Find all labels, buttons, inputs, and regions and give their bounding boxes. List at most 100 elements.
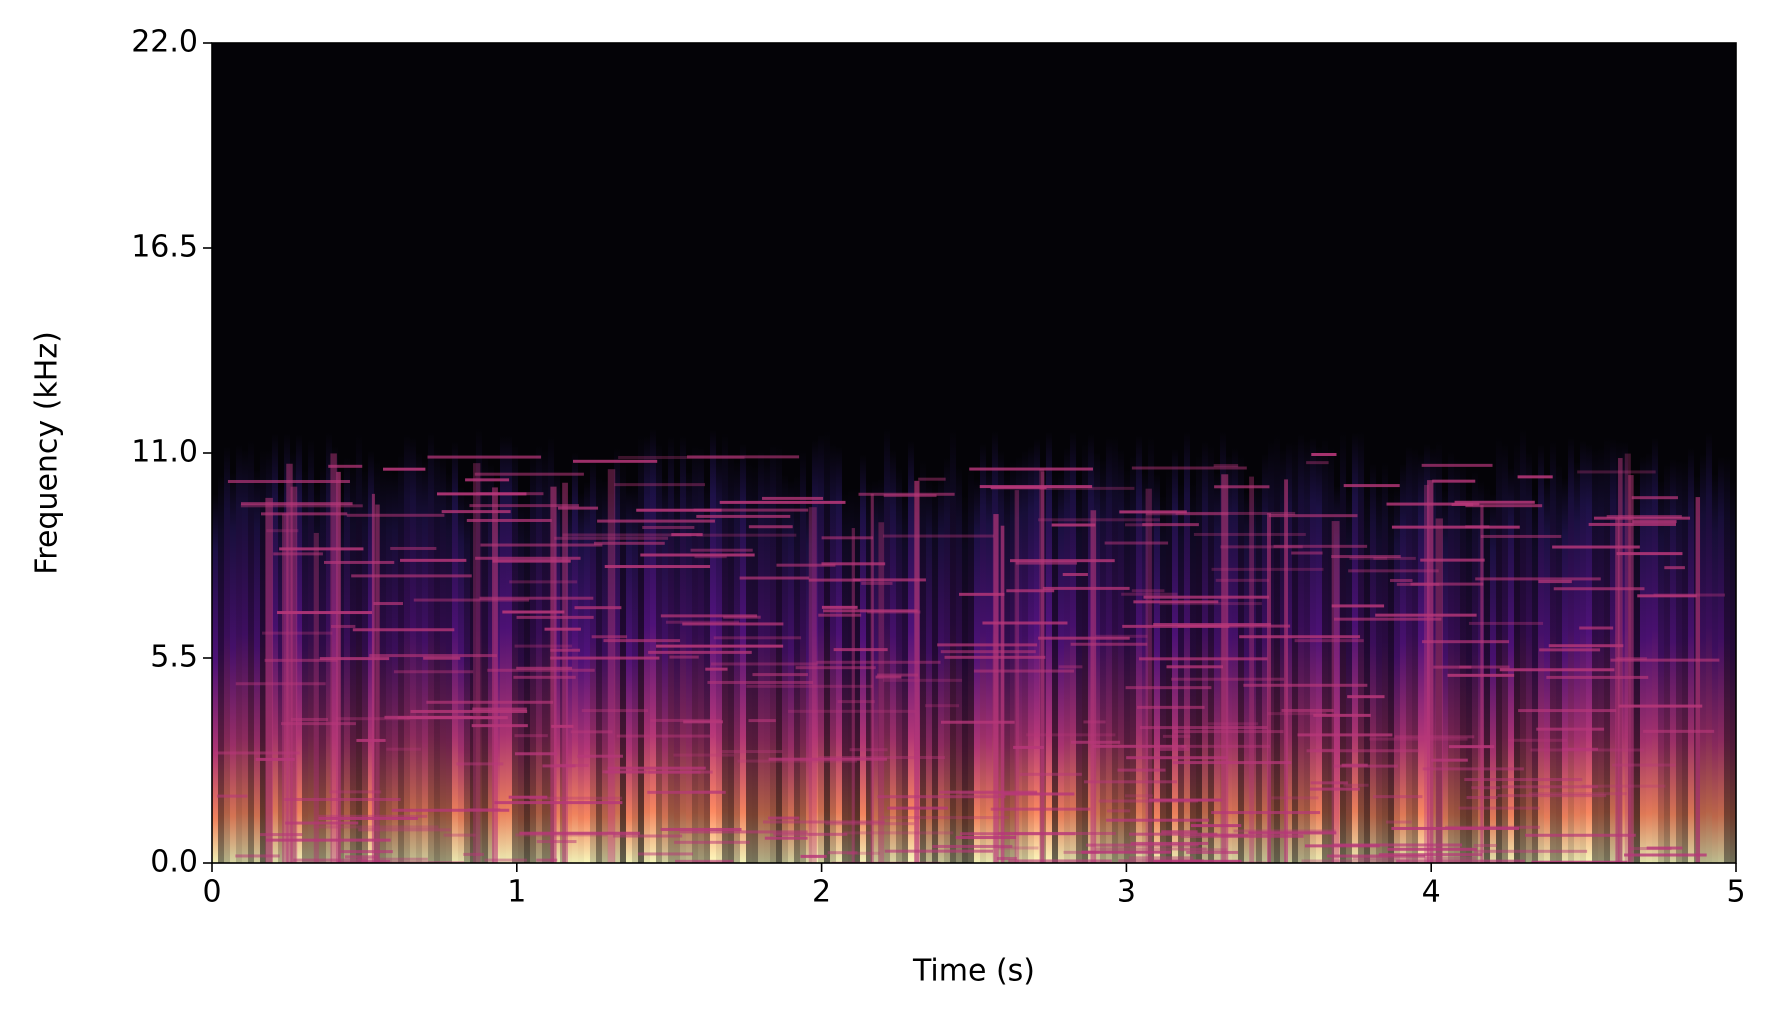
harmonic — [318, 816, 418, 820]
harmonic — [487, 668, 595, 672]
harmonic — [1421, 463, 1493, 467]
harmonic — [1172, 761, 1292, 765]
onset — [1618, 458, 1623, 863]
harmonic — [1448, 745, 1495, 749]
harmonic — [1333, 764, 1398, 768]
spectrogram-column — [332, 446, 338, 863]
harmonic — [1085, 843, 1199, 847]
harmonic — [1528, 792, 1627, 796]
spectrogram-column — [920, 460, 926, 863]
spectrogram-column — [1598, 447, 1604, 863]
harmonic — [1391, 525, 1520, 529]
harmonic — [577, 754, 623, 758]
harmonic — [795, 666, 876, 670]
harmonic — [1281, 708, 1334, 712]
harmonic — [550, 656, 660, 660]
harmonic — [255, 757, 295, 761]
harmonic — [514, 644, 573, 648]
harmonic — [217, 794, 248, 798]
harmonic — [825, 822, 915, 826]
harmonic — [837, 700, 875, 704]
spectrogram-column — [1634, 481, 1640, 863]
spectrogram-column — [296, 434, 302, 863]
harmonic — [1309, 787, 1360, 791]
onset — [290, 486, 298, 863]
spectrogram-column — [1580, 440, 1586, 863]
harmonic — [696, 514, 791, 518]
harmonic — [973, 669, 1075, 673]
spectrogram-column — [458, 486, 464, 863]
harmonic — [1396, 859, 1525, 863]
spectrogram-column — [1370, 463, 1376, 863]
onset — [1000, 525, 1005, 863]
harmonic — [883, 494, 937, 498]
spectrogram-column — [1460, 461, 1466, 863]
harmonic — [1143, 595, 1270, 599]
harmonic — [713, 636, 802, 640]
spectrogram-column — [1046, 431, 1052, 863]
x-axis-label: Time (s) — [912, 954, 1035, 989]
harmonic — [1348, 569, 1439, 573]
harmonic — [1548, 644, 1624, 648]
spectrogram-column — [1604, 437, 1610, 863]
spectrogram-column — [230, 472, 236, 863]
harmonic — [1464, 778, 1583, 782]
harmonic — [423, 656, 461, 660]
harmonic — [1211, 811, 1321, 815]
harmonic — [660, 827, 742, 831]
onset — [1615, 517, 1620, 863]
spectrogram-column — [872, 480, 878, 863]
spectrogram-column — [1292, 441, 1298, 863]
harmonic — [1331, 604, 1385, 608]
harmonic — [593, 541, 665, 545]
spectrogram-column — [1154, 473, 1160, 863]
harmonic — [1095, 847, 1207, 851]
harmonic — [1190, 824, 1242, 828]
harmonic — [1098, 799, 1199, 803]
spectrogram-column — [1130, 455, 1136, 863]
harmonic — [352, 628, 455, 632]
harmonic — [1125, 686, 1212, 690]
harmonic — [955, 836, 1017, 840]
harmonic — [515, 833, 608, 837]
spectrogram-column — [626, 486, 632, 863]
spectrogram-column — [1538, 444, 1544, 863]
harmonic — [682, 622, 784, 626]
harmonic — [823, 609, 918, 613]
spectrogram-column — [542, 448, 548, 863]
onset — [286, 463, 293, 863]
spectrogram-column — [608, 490, 614, 863]
harmonic — [1552, 545, 1640, 549]
harmonic — [1458, 806, 1540, 810]
harmonic — [1517, 475, 1553, 479]
harmonic — [1454, 500, 1535, 504]
harmonic — [816, 660, 941, 664]
spectrogram-column — [734, 461, 740, 863]
spectrogram-column — [530, 453, 536, 863]
harmonic — [277, 611, 373, 615]
harmonic — [1092, 744, 1187, 748]
spectrogram-column — [350, 466, 356, 863]
harmonic — [1352, 856, 1477, 860]
onset — [1040, 471, 1045, 863]
spectrogram-column — [968, 466, 974, 863]
spectrogram-column — [1664, 463, 1670, 863]
spectrogram-column — [1424, 443, 1430, 863]
harmonic — [469, 504, 579, 508]
spectrogram-column — [602, 480, 608, 863]
spectrogram-column — [1586, 444, 1592, 863]
spectrogram-column — [782, 474, 788, 863]
harmonic — [1106, 818, 1210, 822]
harmonic — [752, 673, 808, 677]
harmonic — [441, 510, 511, 514]
harmonic — [1142, 523, 1199, 527]
harmonic — [1131, 466, 1247, 470]
spectrogram-column — [962, 493, 968, 863]
harmonic — [1133, 600, 1219, 604]
harmonic — [1104, 541, 1169, 545]
spectrogram-column — [1148, 436, 1154, 863]
harmonic — [285, 821, 359, 825]
harmonic — [1373, 556, 1416, 560]
harmonic — [1083, 780, 1177, 784]
harmonic — [235, 854, 280, 858]
